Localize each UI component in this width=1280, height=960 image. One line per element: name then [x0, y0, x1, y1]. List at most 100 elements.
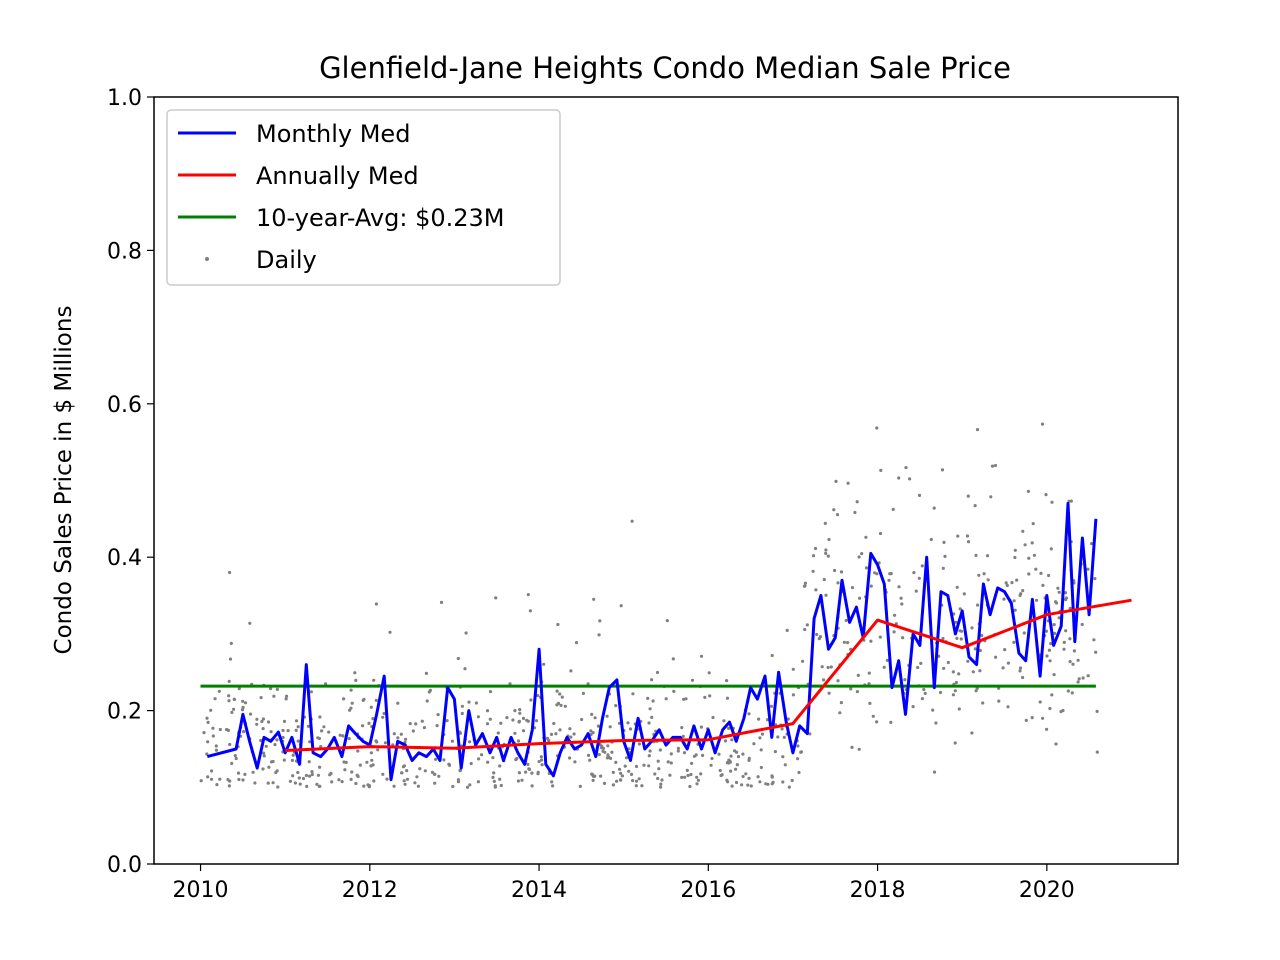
- daily-point: [298, 782, 302, 786]
- daily-point: [1035, 598, 1039, 602]
- daily-point: [396, 736, 400, 740]
- daily-point: [899, 596, 903, 600]
- daily-point: [598, 619, 602, 623]
- daily-point: [243, 701, 248, 705]
- daily-point: [456, 656, 460, 661]
- daily-point: [669, 761, 673, 765]
- daily-point: [891, 507, 895, 511]
- daily-point: [781, 755, 785, 759]
- daily-point: [237, 687, 241, 691]
- daily-point: [904, 466, 908, 470]
- daily-point: [537, 760, 541, 764]
- daily-point: [590, 712, 594, 717]
- daily-point: [1057, 616, 1061, 620]
- daily-point: [290, 758, 294, 763]
- daily-point: [959, 629, 964, 633]
- daily-point: [1052, 623, 1056, 627]
- daily-point: [555, 689, 559, 693]
- daily-point: [790, 778, 794, 783]
- daily-point: [569, 735, 573, 739]
- daily-point: [1047, 648, 1051, 652]
- daily-point: [878, 531, 883, 536]
- daily-point: [436, 713, 440, 717]
- daily-point: [354, 678, 358, 683]
- daily-point: [836, 679, 840, 683]
- daily-point: [628, 727, 633, 731]
- daily-point: [929, 537, 933, 542]
- daily-point: [729, 754, 733, 758]
- daily-point: [965, 534, 970, 538]
- daily-point: [682, 697, 686, 701]
- daily-point: [230, 761, 234, 766]
- daily-point: [623, 764, 627, 768]
- daily-point: [1038, 700, 1042, 704]
- daily-point: [269, 760, 274, 764]
- daily-point: [1059, 710, 1063, 714]
- daily-point: [757, 717, 761, 721]
- daily-point: [619, 604, 623, 608]
- x-axis: 2010 2012 2014 2016 2018 2020: [173, 864, 1075, 903]
- daily-point: [803, 584, 807, 588]
- daily-point: [791, 693, 796, 697]
- daily-point: [696, 778, 701, 782]
- daily-point: [642, 763, 646, 767]
- daily-point: [710, 756, 714, 761]
- daily-point: [727, 761, 731, 765]
- daily-point: [1066, 689, 1070, 693]
- daily-point: [747, 776, 751, 781]
- daily-point: [1021, 589, 1025, 593]
- daily-point: [317, 736, 321, 741]
- daily-point: [367, 785, 371, 789]
- daily-point: [275, 687, 279, 692]
- daily-point: [369, 705, 373, 709]
- daily-point: [218, 727, 222, 732]
- daily-point: [1057, 590, 1061, 594]
- daily-point: [720, 773, 724, 777]
- daily-point: [647, 764, 651, 768]
- daily-point: [923, 691, 927, 696]
- daily-point: [572, 732, 576, 736]
- daily-point: [875, 572, 879, 576]
- daily-point: [202, 731, 206, 735]
- daily-point: [932, 770, 937, 774]
- daily-point: [262, 754, 266, 758]
- daily-point: [1044, 629, 1048, 633]
- daily-point: [370, 758, 374, 762]
- daily-point: [435, 724, 439, 728]
- daily-point: [369, 751, 373, 755]
- daily-point: [526, 593, 530, 597]
- daily-point: [860, 552, 864, 556]
- daily-point: [931, 708, 935, 712]
- daily-point: [586, 753, 591, 758]
- daily-point: [434, 757, 438, 761]
- daily-point: [826, 665, 830, 670]
- daily-point: [954, 680, 959, 685]
- daily-point: [980, 633, 984, 638]
- x-tick-label: 2010: [173, 878, 229, 903]
- daily-point: [680, 726, 684, 730]
- daily-point: [962, 592, 966, 596]
- daily-point: [892, 630, 896, 634]
- daily-point: [349, 688, 353, 692]
- daily-point: [1053, 631, 1057, 636]
- daily-point: [517, 771, 522, 775]
- daily-point: [354, 781, 358, 786]
- daily-point: [1002, 597, 1006, 601]
- daily-point: [1068, 637, 1072, 641]
- daily-point: [829, 665, 833, 669]
- daily-point: [505, 716, 509, 720]
- daily-point: [593, 716, 597, 720]
- daily-point: [850, 745, 854, 750]
- daily-point: [296, 739, 300, 743]
- daily-point: [785, 628, 789, 633]
- daily-point: [1031, 522, 1035, 526]
- daily-point: [304, 773, 308, 778]
- daily-point: [626, 721, 630, 725]
- daily-point: [878, 635, 882, 639]
- daily-point: [356, 749, 360, 753]
- daily-point: [464, 631, 468, 635]
- daily-point: [261, 717, 265, 721]
- daily-point: [463, 667, 467, 671]
- daily-point: [839, 570, 844, 574]
- daily-point: [353, 671, 357, 675]
